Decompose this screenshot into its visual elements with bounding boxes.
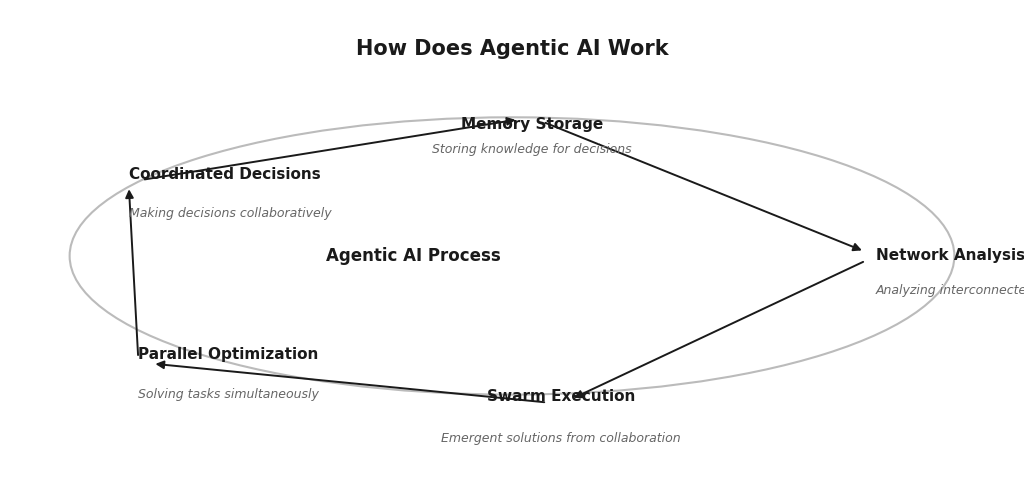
Text: Analyzing interconnected systems: Analyzing interconnected systems: [876, 284, 1024, 297]
Text: Solving tasks simultaneously: Solving tasks simultaneously: [138, 388, 319, 401]
Text: Network Analysis: Network Analysis: [876, 248, 1024, 263]
Text: Emergent solutions from collaboration: Emergent solutions from collaboration: [441, 431, 681, 445]
Text: Coordinated Decisions: Coordinated Decisions: [129, 167, 321, 182]
Text: Memory Storage: Memory Storage: [461, 117, 603, 132]
Text: Agentic AI Process: Agentic AI Process: [327, 247, 501, 265]
Text: Swarm Execution: Swarm Execution: [487, 389, 635, 404]
Text: Making decisions collaboratively: Making decisions collaboratively: [129, 207, 331, 221]
Text: How Does Agentic AI Work: How Does Agentic AI Work: [355, 39, 669, 59]
Text: Storing knowledge for decisions: Storing knowledge for decisions: [432, 143, 632, 156]
Text: Parallel Optimization: Parallel Optimization: [138, 347, 318, 362]
